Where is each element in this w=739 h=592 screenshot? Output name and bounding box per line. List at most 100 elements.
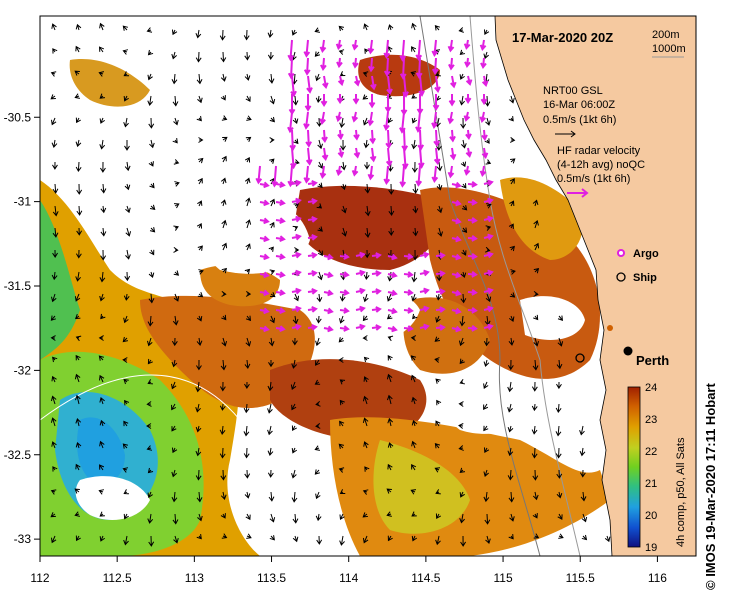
gsl-arrow	[292, 225, 299, 232]
gsl-arrow	[198, 269, 204, 275]
gsl-arrow	[314, 379, 321, 385]
gsl-arrow	[147, 467, 154, 474]
hf-arrow	[369, 147, 377, 163]
gsl-arrow	[219, 447, 226, 459]
hf-arrow	[336, 57, 343, 69]
hf-arrow	[467, 217, 478, 224]
hf-arrow	[451, 307, 462, 315]
gsl-arrow	[99, 419, 106, 427]
gsl-arrow	[74, 511, 80, 517]
hf-arrow	[383, 111, 390, 132]
gsl-arrow	[484, 95, 491, 107]
hf-arrow	[339, 325, 350, 332]
hf-arrow	[367, 165, 375, 181]
hf-arrow	[305, 129, 312, 148]
gsl-arrow	[436, 161, 443, 172]
colorbar-tick-label: 21	[645, 478, 657, 490]
gsl-arrow	[51, 441, 57, 449]
gsl-arrow	[532, 491, 539, 501]
gsl-arrow	[292, 117, 299, 125]
hf-arrow	[323, 253, 334, 261]
gsl-arrow	[268, 246, 274, 252]
hf-arrow	[289, 147, 297, 170]
hf-radar-velocity-arrows	[255, 39, 494, 333]
gsl-arrow	[51, 375, 57, 383]
gsl-arrow	[171, 403, 177, 411]
gsl-arrow	[196, 337, 203, 346]
gsl-arrow	[580, 491, 587, 502]
gsl-arrow	[74, 373, 81, 383]
gsl-arrow	[123, 95, 129, 102]
hf-arrow	[480, 93, 488, 106]
gsl-arrow	[51, 139, 58, 149]
gsl-arrow	[269, 513, 276, 523]
hf-arrow	[371, 252, 382, 259]
hf-arrow	[307, 216, 318, 223]
hf-arrow	[290, 75, 297, 98]
gsl-arrow	[388, 227, 395, 236]
city-label: Perth	[636, 353, 669, 368]
gsl-arrow	[98, 335, 104, 341]
gsl-arrow	[410, 374, 417, 383]
gsl-arrow	[99, 440, 105, 449]
hf-arrow	[467, 307, 478, 314]
gsl-arrow	[459, 73, 465, 80]
hf-arrow	[479, 165, 487, 178]
gsl-arrow	[75, 535, 81, 542]
gsl-arrow	[460, 117, 467, 129]
gsl-arrow	[198, 157, 204, 164]
gsl-arrow	[411, 117, 418, 124]
x-tick-label: 113.5	[257, 571, 286, 585]
colorbar-tick-label: 20	[645, 510, 657, 522]
gsl-arrow	[412, 183, 419, 194]
gsl-arrow	[386, 314, 393, 320]
hf-arrow	[367, 111, 374, 127]
hf-arrow	[351, 111, 359, 123]
gsl-arrow	[75, 117, 81, 124]
gsl-arrow	[410, 71, 417, 77]
gsl-arrow	[219, 403, 226, 411]
gsl-arrow	[171, 469, 178, 478]
hf-arrow	[259, 289, 270, 297]
hf-arrow	[287, 57, 295, 80]
gsl-arrow	[122, 443, 129, 449]
hf-arrow	[307, 324, 318, 331]
gsl-arrow	[362, 417, 369, 427]
gsl-arrow	[197, 95, 203, 104]
gsl-arrow	[243, 425, 250, 437]
gsl-arrow	[579, 469, 586, 478]
hf-arrow	[483, 251, 494, 259]
hf-arrow	[351, 39, 359, 51]
hf-arrow	[467, 289, 478, 296]
gsl-arrow	[267, 51, 274, 60]
gsl-arrow	[74, 313, 81, 320]
gsl-arrow	[147, 491, 153, 499]
gsl-arrow	[268, 73, 275, 84]
gsl-arrow	[315, 491, 321, 500]
gsl-arrow	[52, 205, 59, 217]
gsl-arrow	[339, 489, 346, 495]
hf-arrow	[371, 270, 382, 277]
gsl-arrow	[172, 95, 179, 107]
hf-arrow	[319, 111, 326, 126]
gsl-arrow	[364, 249, 371, 259]
gsl-arrow	[124, 399, 130, 406]
gsl-arrow	[52, 161, 58, 170]
gsl-arrow	[460, 139, 467, 149]
gsl-arrow	[171, 425, 177, 432]
hf-arrow	[287, 111, 294, 134]
hf-arrow	[447, 111, 454, 125]
land-mass	[494, 16, 696, 556]
gsl-arrow	[99, 139, 106, 150]
gsl-arrow	[508, 223, 514, 229]
gsl-arrow	[315, 315, 322, 324]
gsl-arrow	[435, 71, 441, 77]
gsl-arrow	[267, 381, 274, 392]
hf-arrow	[275, 325, 286, 333]
gsl-legend-line2: 16-Mar 06:00Z	[543, 99, 615, 111]
gsl-arrow	[75, 354, 81, 361]
gsl-arrow	[317, 249, 323, 257]
gsl-arrow	[269, 221, 275, 229]
isobath-label-200: 200m	[652, 29, 680, 41]
gsl-arrow	[485, 117, 491, 126]
